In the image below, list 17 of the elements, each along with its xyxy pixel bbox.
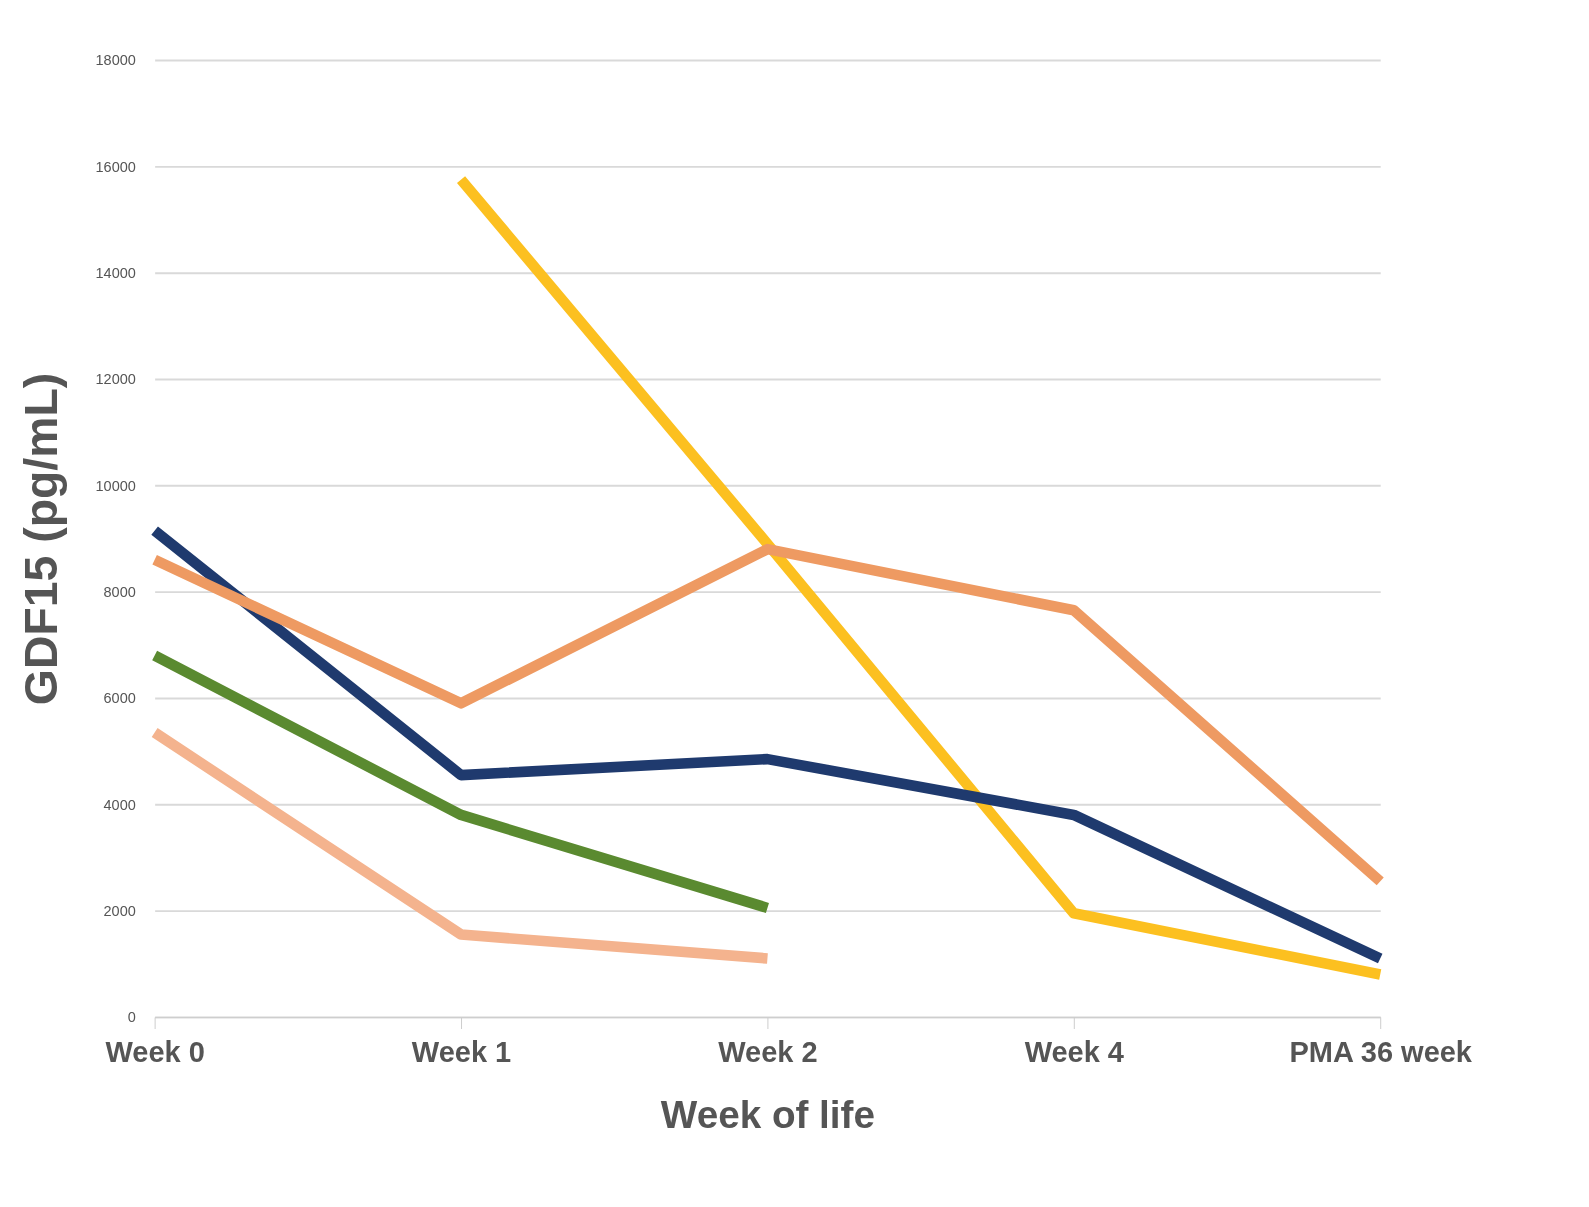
- x-axis-title: Week of life: [660, 1092, 875, 1136]
- x-tick-label: Week 2: [718, 1035, 818, 1068]
- y-tick-label: 2000: [103, 902, 136, 919]
- y-tick-label: 12000: [95, 371, 136, 388]
- y-tick-label: 14000: [95, 265, 136, 282]
- y-tick-label: 8000: [103, 583, 136, 600]
- x-tick-label: Week 4: [1024, 1035, 1124, 1068]
- x-tick-label: Week 0: [105, 1035, 205, 1068]
- x-tick-label: Week 1: [411, 1035, 512, 1068]
- y-tick-label: 6000: [103, 690, 136, 707]
- y-tick-label: 18000: [95, 52, 136, 69]
- y-tick-label: 4000: [103, 796, 136, 813]
- x-tick-label: PMA 36 week: [1289, 1035, 1473, 1068]
- y-tick-label: 0: [127, 1009, 136, 1026]
- y-tick-label: 10000: [95, 477, 136, 494]
- y-axis-title: GDF15 (pg/mL): [14, 372, 67, 706]
- y-tick-label: 16000: [95, 158, 136, 175]
